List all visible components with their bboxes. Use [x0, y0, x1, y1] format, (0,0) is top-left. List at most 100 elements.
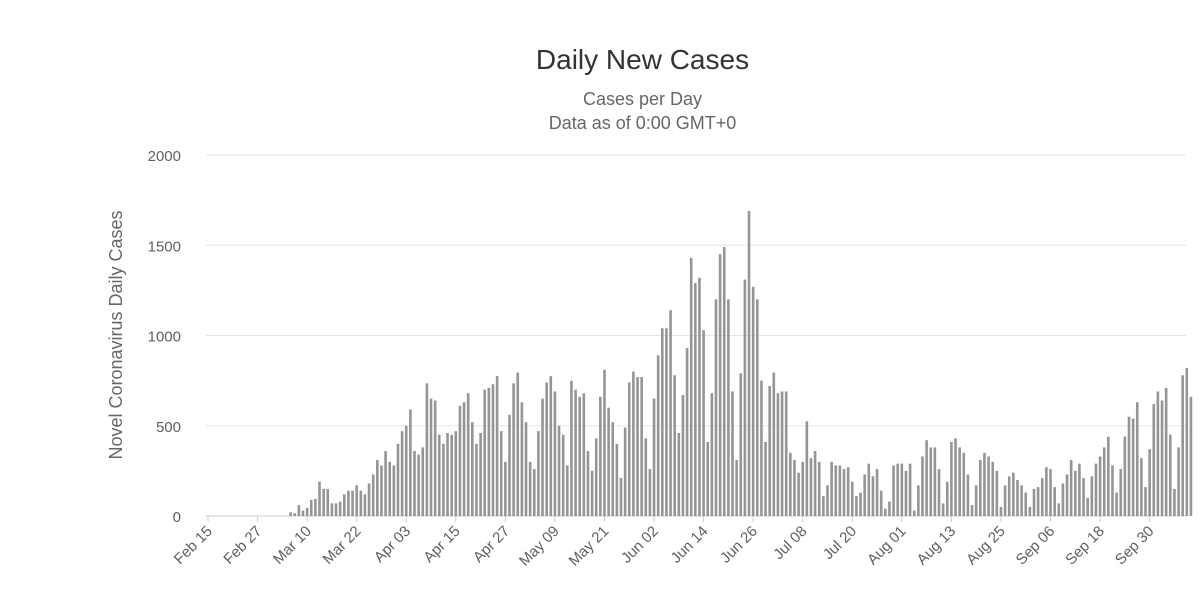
bar	[1152, 404, 1156, 516]
bar	[718, 254, 722, 516]
bar	[937, 469, 941, 516]
bar	[314, 498, 317, 516]
bar	[1156, 391, 1160, 516]
bar	[1057, 503, 1061, 516]
bar	[1078, 463, 1081, 516]
bar	[607, 407, 610, 516]
bar	[755, 299, 759, 516]
bar	[384, 451, 387, 516]
y-tick-label: 2000	[148, 148, 181, 165]
x-tick-label: Apr 15	[420, 523, 463, 566]
bar	[681, 395, 685, 516]
bar	[793, 460, 796, 516]
bar	[648, 469, 652, 516]
bar	[615, 443, 619, 516]
bar	[871, 476, 875, 516]
bar	[1061, 483, 1065, 516]
bar	[429, 398, 433, 516]
bar	[388, 461, 392, 516]
bar	[342, 494, 346, 516]
bar	[768, 386, 771, 516]
bar	[520, 402, 524, 516]
x-tick-label: Feb 27	[220, 523, 265, 568]
bar	[326, 488, 330, 516]
bar	[1115, 492, 1118, 516]
bar	[987, 456, 990, 516]
bar	[462, 402, 466, 516]
bar	[669, 310, 672, 516]
bar	[875, 469, 879, 516]
bar	[747, 210, 751, 516]
bar	[784, 391, 788, 516]
bar	[491, 384, 495, 516]
bar	[1189, 396, 1193, 516]
bar	[627, 382, 631, 516]
bar	[309, 499, 313, 516]
bar	[739, 373, 743, 516]
x-tick-label: Apr 27	[470, 523, 513, 566]
bar	[367, 483, 371, 516]
bar	[656, 355, 660, 516]
bar	[838, 465, 842, 516]
y-tick-label: 1000	[148, 329, 181, 346]
bar	[995, 470, 999, 517]
bar	[545, 382, 548, 516]
bar	[908, 463, 912, 516]
bar	[1032, 488, 1036, 516]
bar	[289, 512, 292, 516]
bar	[743, 279, 747, 516]
bar	[1107, 436, 1110, 516]
bar	[590, 470, 594, 517]
bar	[764, 442, 767, 516]
bar	[599, 396, 602, 516]
bar	[822, 496, 825, 516]
bar	[528, 461, 532, 516]
bar	[710, 393, 714, 516]
bar	[879, 490, 883, 516]
bar	[421, 447, 425, 516]
bar	[1053, 487, 1056, 516]
bar	[1173, 488, 1176, 516]
bar	[652, 398, 656, 516]
bar	[1016, 479, 1019, 516]
bar	[1074, 470, 1077, 517]
x-tick-label: May 21	[565, 523, 612, 570]
bar	[623, 427, 627, 516]
bar	[318, 481, 321, 516]
bar	[900, 463, 904, 516]
bar	[553, 391, 557, 516]
bar	[578, 396, 581, 516]
bar	[846, 467, 850, 516]
bar	[772, 372, 776, 516]
bar	[801, 461, 805, 516]
bar	[1049, 469, 1052, 516]
bar	[1135, 402, 1139, 516]
x-tick-label: Sep 06	[1013, 523, 1059, 569]
bar	[483, 389, 487, 516]
bar	[970, 505, 974, 516]
bar	[334, 503, 338, 516]
bar	[619, 478, 623, 516]
bar	[1040, 478, 1044, 516]
bar	[797, 472, 800, 516]
bar	[1069, 460, 1073, 516]
chart-title: Daily New Cases	[535, 44, 750, 75]
bar	[338, 501, 342, 516]
bar	[1185, 367, 1189, 516]
bar	[917, 485, 920, 516]
bar	[404, 425, 408, 516]
bar	[954, 438, 957, 516]
bar	[594, 438, 598, 516]
y-tick-label: 1500	[148, 238, 181, 255]
x-tick-label: Jun 02	[618, 523, 662, 567]
x-tick-label: Mar 10	[270, 523, 315, 568]
bar	[524, 422, 528, 516]
x-tick-label: Sep 30	[1112, 523, 1158, 569]
x-tick-label: Aug 01	[864, 523, 910, 569]
bar	[884, 508, 887, 516]
bar	[859, 492, 862, 516]
bar	[1020, 485, 1023, 516]
bar	[495, 376, 499, 516]
bar	[454, 431, 458, 516]
x-axis-ticks: Feb 15 Feb 27 Mar 10 Mar 22 Apr 03 Apr 15 Apr …	[171, 516, 1158, 570]
